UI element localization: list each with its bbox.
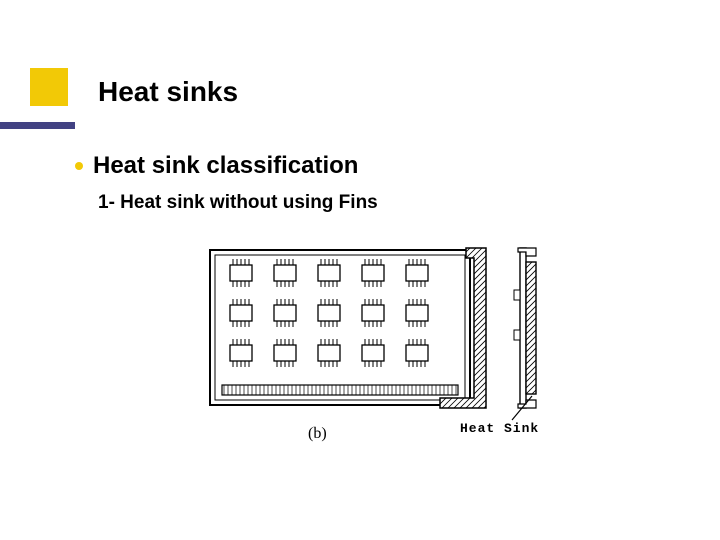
bullet-icon [75,162,83,170]
subitem-1: 1- Heat sink without using Fins [98,192,378,214]
header-accent-bar [0,122,75,129]
bullet-classification: Heat sink classification [75,152,358,180]
page-title: Heat sinks [98,76,238,108]
diagram-caption-b: (b) [308,425,327,442]
header-accent-square [30,68,68,106]
diagram-heatsink-no-fins: (b) Heat Sink [160,240,580,455]
diagram-label-heatsink: Heat Sink [460,421,539,436]
bullet-text: Heat sink classification [93,152,358,180]
